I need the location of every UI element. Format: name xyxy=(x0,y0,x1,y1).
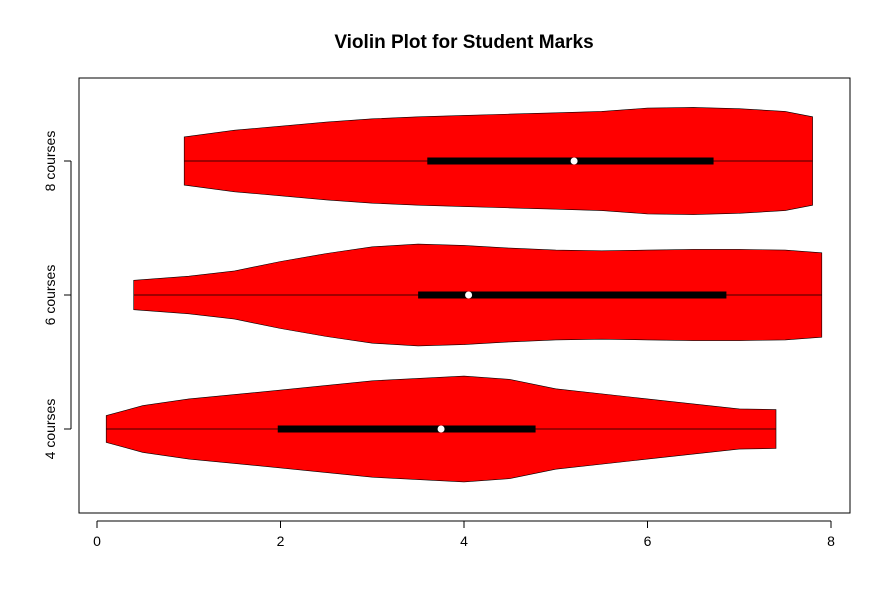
violin-iqr-box-0 xyxy=(277,425,536,433)
x-tick-label-4: 8 xyxy=(827,533,835,549)
x-tick-label-3: 6 xyxy=(644,533,652,549)
violin-median-0 xyxy=(437,425,445,433)
plot-area-frame xyxy=(78,77,851,514)
violin-iqr-box-1 xyxy=(418,291,727,299)
violin-median-1 xyxy=(465,291,473,299)
violin-iqr-box-2 xyxy=(427,157,714,165)
x-tick-label-1: 2 xyxy=(277,533,285,549)
chart-title: Violin Plot for Student Marks xyxy=(334,32,593,53)
y-tick-label-1: 6 courses xyxy=(42,265,58,326)
y-tick-label-0: 4 courses xyxy=(42,399,58,460)
x-axis: 0 2 4 6 8 xyxy=(93,520,835,549)
y-axis: 4 courses 6 courses 8 courses xyxy=(42,131,72,460)
y-tick-label-2: 8 courses xyxy=(42,131,58,192)
violin-median-2 xyxy=(570,157,578,165)
x-tick-label-2: 4 xyxy=(460,533,468,549)
x-tick-label-0: 0 xyxy=(93,533,101,549)
violin-group xyxy=(105,107,823,483)
